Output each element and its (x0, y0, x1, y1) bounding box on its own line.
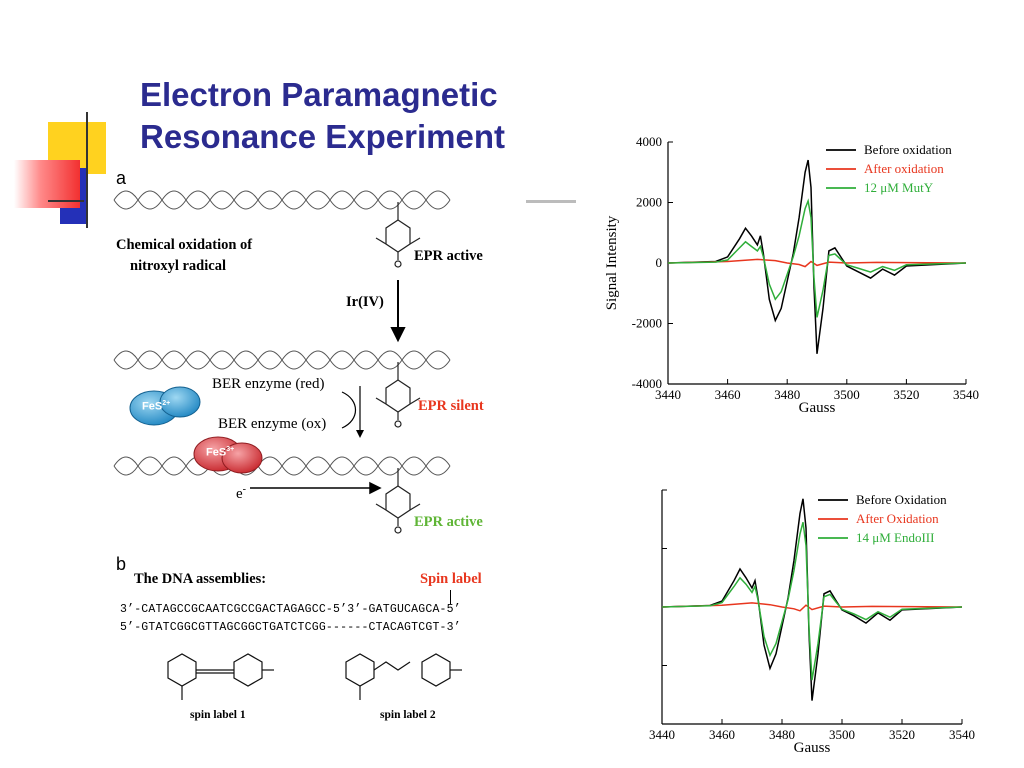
x-tick-label: 3500 (829, 727, 855, 742)
fes3-protein-icon (193, 436, 263, 474)
legend-label-2: 14 μM EndoIII (856, 530, 934, 545)
x-tick-label: 3540 (953, 387, 979, 402)
spin-label-title: Spin label (420, 571, 482, 587)
y-tick-label: 4000 (636, 134, 662, 149)
ir-label: Ir(IV) (346, 294, 384, 310)
series-line-2 (661, 522, 963, 681)
legend-label-0: Before oxidation (864, 142, 952, 157)
x-tick-label: 3440 (649, 727, 675, 742)
x-tick-label: 3460 (709, 727, 735, 742)
slide-title-line-2: Resonance Experiment (140, 118, 505, 155)
dna-helix-2 (113, 350, 451, 370)
ber-red-label: BER enzyme (red) (212, 376, 325, 392)
x-tick-label: 3520 (893, 387, 919, 402)
spin-label-pointer (450, 590, 451, 604)
deco-horizontal-line (48, 200, 84, 202)
sequence-bottom: 5’-GTATCGGCGTTAGCGGCTGATCTCGG------CTACA… (120, 621, 461, 634)
electron-arrow (250, 481, 382, 495)
epr-chart-bottom: 3440 3460 3480 3500 3520 3540 Gauss Before Oxid… (649, 489, 975, 756)
slide-title: Electron Paramagnetic Resonance Experime… (140, 74, 560, 158)
nitroxide-ring-1 (375, 202, 421, 268)
x-tick-label: 3480 (769, 727, 795, 742)
fes3-label: FeS3+ (206, 446, 235, 459)
series-line-0 (661, 498, 963, 701)
panel-a-scheme (113, 190, 451, 534)
epr-chart-top: 3440 3460 3480 3500 3520 3540 -4000 -2000 0 2000 4… (604, 134, 979, 416)
x-axis-label: Gauss (794, 740, 831, 756)
x-tick-label: 3440 (655, 387, 681, 402)
y-tick-label: -2000 (632, 316, 662, 331)
ber-arrow (341, 386, 361, 432)
dna-helix-3 (113, 456, 451, 476)
connector-line (526, 200, 576, 203)
epr-active-label-1: EPR active (414, 248, 483, 264)
panel-a-letter: a (116, 168, 127, 188)
y-tick-label: 0 (656, 255, 663, 270)
spin-label-2-structure (345, 653, 462, 700)
nitroxide-ring-3 (375, 468, 421, 534)
y-tick-label: -4000 (632, 376, 662, 391)
x-tick-label: 3500 (834, 387, 860, 402)
slide-title-line-1: Electron Paramagnetic (140, 76, 498, 113)
legend-label-1: After Oxidation (856, 511, 939, 526)
panel-b-letter: b (116, 554, 127, 574)
dna-helix-1 (113, 190, 451, 210)
epr-active-label-2: EPR active (414, 514, 483, 530)
x-tick-label: 3540 (949, 727, 975, 742)
spin-label-structures (167, 653, 462, 700)
legend-label-0: Before Oxidation (856, 492, 947, 507)
legend-label-2: 12 μM MutY (864, 180, 934, 195)
oxidation-label-2: nitroxyl radical (130, 258, 226, 274)
y-axis-label: Signal Intensity (604, 215, 620, 310)
fes2-protein-icon (129, 386, 201, 426)
series-line-0 (667, 159, 967, 354)
ber-ox-label: BER enzyme (ox) (218, 416, 327, 432)
series-line-2 (667, 198, 967, 318)
epr-silent-label: EPR silent (418, 398, 484, 414)
x-axis-label: Gauss (799, 400, 836, 416)
fes2-label: FeS2+ (142, 400, 171, 413)
spin-label-1-caption: spin label 1 (190, 709, 246, 721)
nitroxide-ring-2 (375, 362, 421, 428)
y-tick-label: 2000 (636, 195, 662, 210)
x-tick-label: 3520 (889, 727, 915, 742)
oxidation-label: Chemical oxidation of (116, 237, 253, 253)
sequence-top: 3’-CATAGCCGCAATCGCCGACTAGAGCC-5’3’-GATGU… (120, 603, 461, 616)
legend-label-1: After oxidation (864, 161, 944, 176)
electron-label: e- (236, 484, 247, 502)
assemblies-label: The DNA assemblies: (134, 571, 267, 587)
ber-arrow-head (356, 430, 364, 438)
deco-vertical-line (86, 112, 88, 228)
spin-label-1-structure (167, 653, 274, 700)
series-line-1 (667, 258, 967, 268)
spin-label-2-caption: spin label 2 (380, 709, 436, 721)
x-tick-label: 3480 (774, 387, 800, 402)
x-tick-label: 3460 (715, 387, 741, 402)
ir-arrow (390, 280, 406, 343)
series-line-1 (661, 602, 963, 612)
